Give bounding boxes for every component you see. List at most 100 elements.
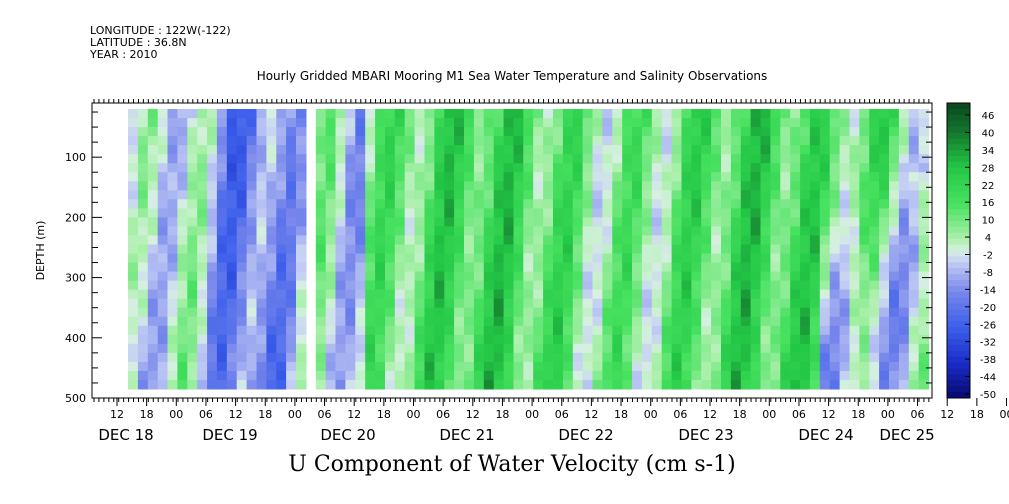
heatmap-cell <box>898 289 910 300</box>
heatmap-cell <box>503 370 515 381</box>
heatmap-cell <box>167 172 178 182</box>
heatmap-cell <box>394 172 406 182</box>
heatmap-cell <box>523 118 534 128</box>
heatmap-cell <box>582 145 594 155</box>
colorbar-label: -26 <box>980 320 996 331</box>
heatmap-cell <box>454 379 465 390</box>
heatmap-cell <box>256 343 267 354</box>
heatmap-cell <box>908 190 920 200</box>
heatmap-cell <box>207 136 218 146</box>
heatmap-cell <box>256 244 267 255</box>
heatmap-cell <box>641 190 653 200</box>
heatmap-cell <box>128 199 139 209</box>
heatmap-cell <box>829 253 841 264</box>
heatmap-cell <box>750 127 762 137</box>
heatmap-cell <box>503 262 515 273</box>
x-hour-label: 18 <box>140 408 154 421</box>
heatmap-cell <box>375 325 386 336</box>
heatmap-cell <box>750 118 762 128</box>
heatmap-cell <box>197 127 208 137</box>
heatmap-cell <box>226 280 238 291</box>
heatmap-cell <box>612 190 623 200</box>
colorbar-segment <box>947 209 970 216</box>
heatmap-cell <box>464 190 475 200</box>
heatmap-cell <box>592 208 603 218</box>
heatmap-cell <box>592 271 603 282</box>
heatmap-cell <box>809 343 821 354</box>
heatmap-cell <box>207 199 218 209</box>
heatmap-cell <box>296 127 307 137</box>
heatmap-cell <box>543 343 554 354</box>
heatmap-cell <box>473 325 485 336</box>
heatmap-cell <box>809 271 821 282</box>
heatmap-cell <box>207 289 218 300</box>
heatmap-cell <box>197 280 208 291</box>
heatmap-cell <box>513 127 524 137</box>
heatmap-cell <box>216 316 228 327</box>
heatmap-cell <box>375 271 386 282</box>
heatmap-cell <box>424 172 435 182</box>
heatmap-cell <box>394 343 406 354</box>
heatmap-cell <box>513 325 524 336</box>
heatmap-cell <box>533 370 544 381</box>
heatmap-cell <box>513 298 524 309</box>
heatmap-cell <box>760 190 771 200</box>
colorbar-segment <box>947 386 970 393</box>
heatmap-cell <box>889 190 900 200</box>
heatmap-cell <box>197 154 208 164</box>
heatmap-cell <box>711 208 722 218</box>
heatmap-cell <box>602 352 613 363</box>
colorbar-segment <box>947 179 970 187</box>
heatmap-cell <box>266 361 277 372</box>
heatmap-cell <box>562 244 574 255</box>
heatmap-cell <box>375 181 386 191</box>
heatmap-cell <box>266 307 277 318</box>
heatmap-cell <box>681 361 692 372</box>
heatmap-cell <box>424 136 435 146</box>
heatmap-cell <box>641 172 653 182</box>
heatmap-cell <box>879 118 890 128</box>
heatmap-cell <box>849 334 860 345</box>
heatmap-cell <box>849 253 860 264</box>
heatmap-cell <box>365 298 376 309</box>
heatmap-cell <box>207 118 218 128</box>
heatmap-cell <box>543 325 554 336</box>
heatmap-cell <box>800 118 811 128</box>
x-hour-label: 06 <box>911 408 925 421</box>
heatmap-cell <box>562 289 574 300</box>
heatmap-cell <box>197 253 208 264</box>
heatmap-cell <box>809 226 821 236</box>
heatmap-cell <box>375 118 386 128</box>
heatmap-cell <box>849 379 860 390</box>
heatmap-cell <box>918 361 930 372</box>
heatmap-cell <box>503 118 515 128</box>
heatmap-cell <box>256 352 267 363</box>
heatmap-cell <box>256 298 267 309</box>
colorbar-segment <box>947 309 970 316</box>
heatmap-cell <box>355 298 366 309</box>
heatmap-cell <box>562 181 574 191</box>
heatmap-cell <box>632 343 643 354</box>
heatmap-cell <box>483 352 495 363</box>
heatmap-cell <box>325 262 337 273</box>
heatmap-cell <box>819 145 831 155</box>
heatmap-cell <box>493 181 505 191</box>
heatmap-cell <box>157 235 169 245</box>
heatmap-cell <box>721 334 732 345</box>
heatmap-cell <box>147 325 159 336</box>
heatmap-cell <box>730 325 742 336</box>
heatmap-cell <box>879 190 890 200</box>
heatmap-cell <box>750 361 762 372</box>
heatmap-cell <box>730 379 742 390</box>
heatmap-cell <box>859 136 870 146</box>
heatmap-cell <box>187 271 198 282</box>
heatmap-cell <box>879 280 890 291</box>
heatmap-cell <box>721 190 732 200</box>
heatmap-cell <box>661 316 673 327</box>
heatmap-cell <box>879 361 890 372</box>
heatmap-cell <box>790 280 801 291</box>
heatmap-cell <box>572 325 584 336</box>
heatmap-cell <box>355 280 366 291</box>
heatmap-cell <box>908 307 920 318</box>
heatmap-cell <box>345 370 356 381</box>
